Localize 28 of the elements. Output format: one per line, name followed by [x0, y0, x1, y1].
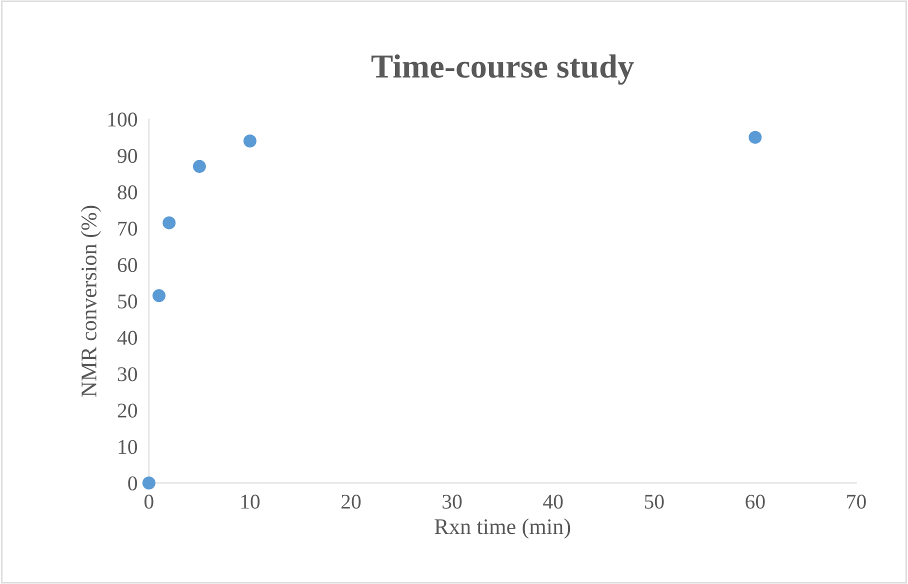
- x-tick-label: 30: [442, 494, 462, 509]
- x-tick-label: 0: [144, 494, 154, 509]
- chart-title: Time-course study: [371, 54, 634, 85]
- point: [152, 289, 166, 302]
- y-tick-label: 20: [118, 404, 138, 418]
- x-tick-label: 10: [241, 494, 260, 509]
- point: [192, 160, 206, 173]
- x-tick-label: 50: [644, 494, 664, 509]
- y-tick-label: 40: [117, 330, 138, 345]
- x-tick-label: 70: [847, 494, 866, 509]
- point: [162, 216, 176, 230]
- y-axis-title: NMR conversion (%): [80, 206, 101, 397]
- x-tick-label: 60: [746, 494, 765, 509]
- y-tick-label: 10: [118, 440, 138, 454]
- y-tick-label: 90: [118, 148, 138, 163]
- y-tick-label: 30: [118, 367, 138, 382]
- y-tick-label: 70: [118, 222, 138, 236]
- point: [748, 130, 762, 144]
- point: [142, 476, 156, 490]
- y-tick-label: 100: [108, 112, 138, 127]
- y-tick-label: 0: [128, 476, 138, 490]
- x-tick-label: 20: [342, 494, 361, 509]
- point: [243, 134, 256, 148]
- x-axis-title: Rxn time (min): [434, 518, 570, 539]
- y-tick-label: 60: [118, 258, 138, 272]
- y-tick-label: 80: [118, 185, 138, 200]
- x-tick-label: 40: [543, 494, 563, 509]
- y-tick-label: 50: [118, 294, 138, 308]
